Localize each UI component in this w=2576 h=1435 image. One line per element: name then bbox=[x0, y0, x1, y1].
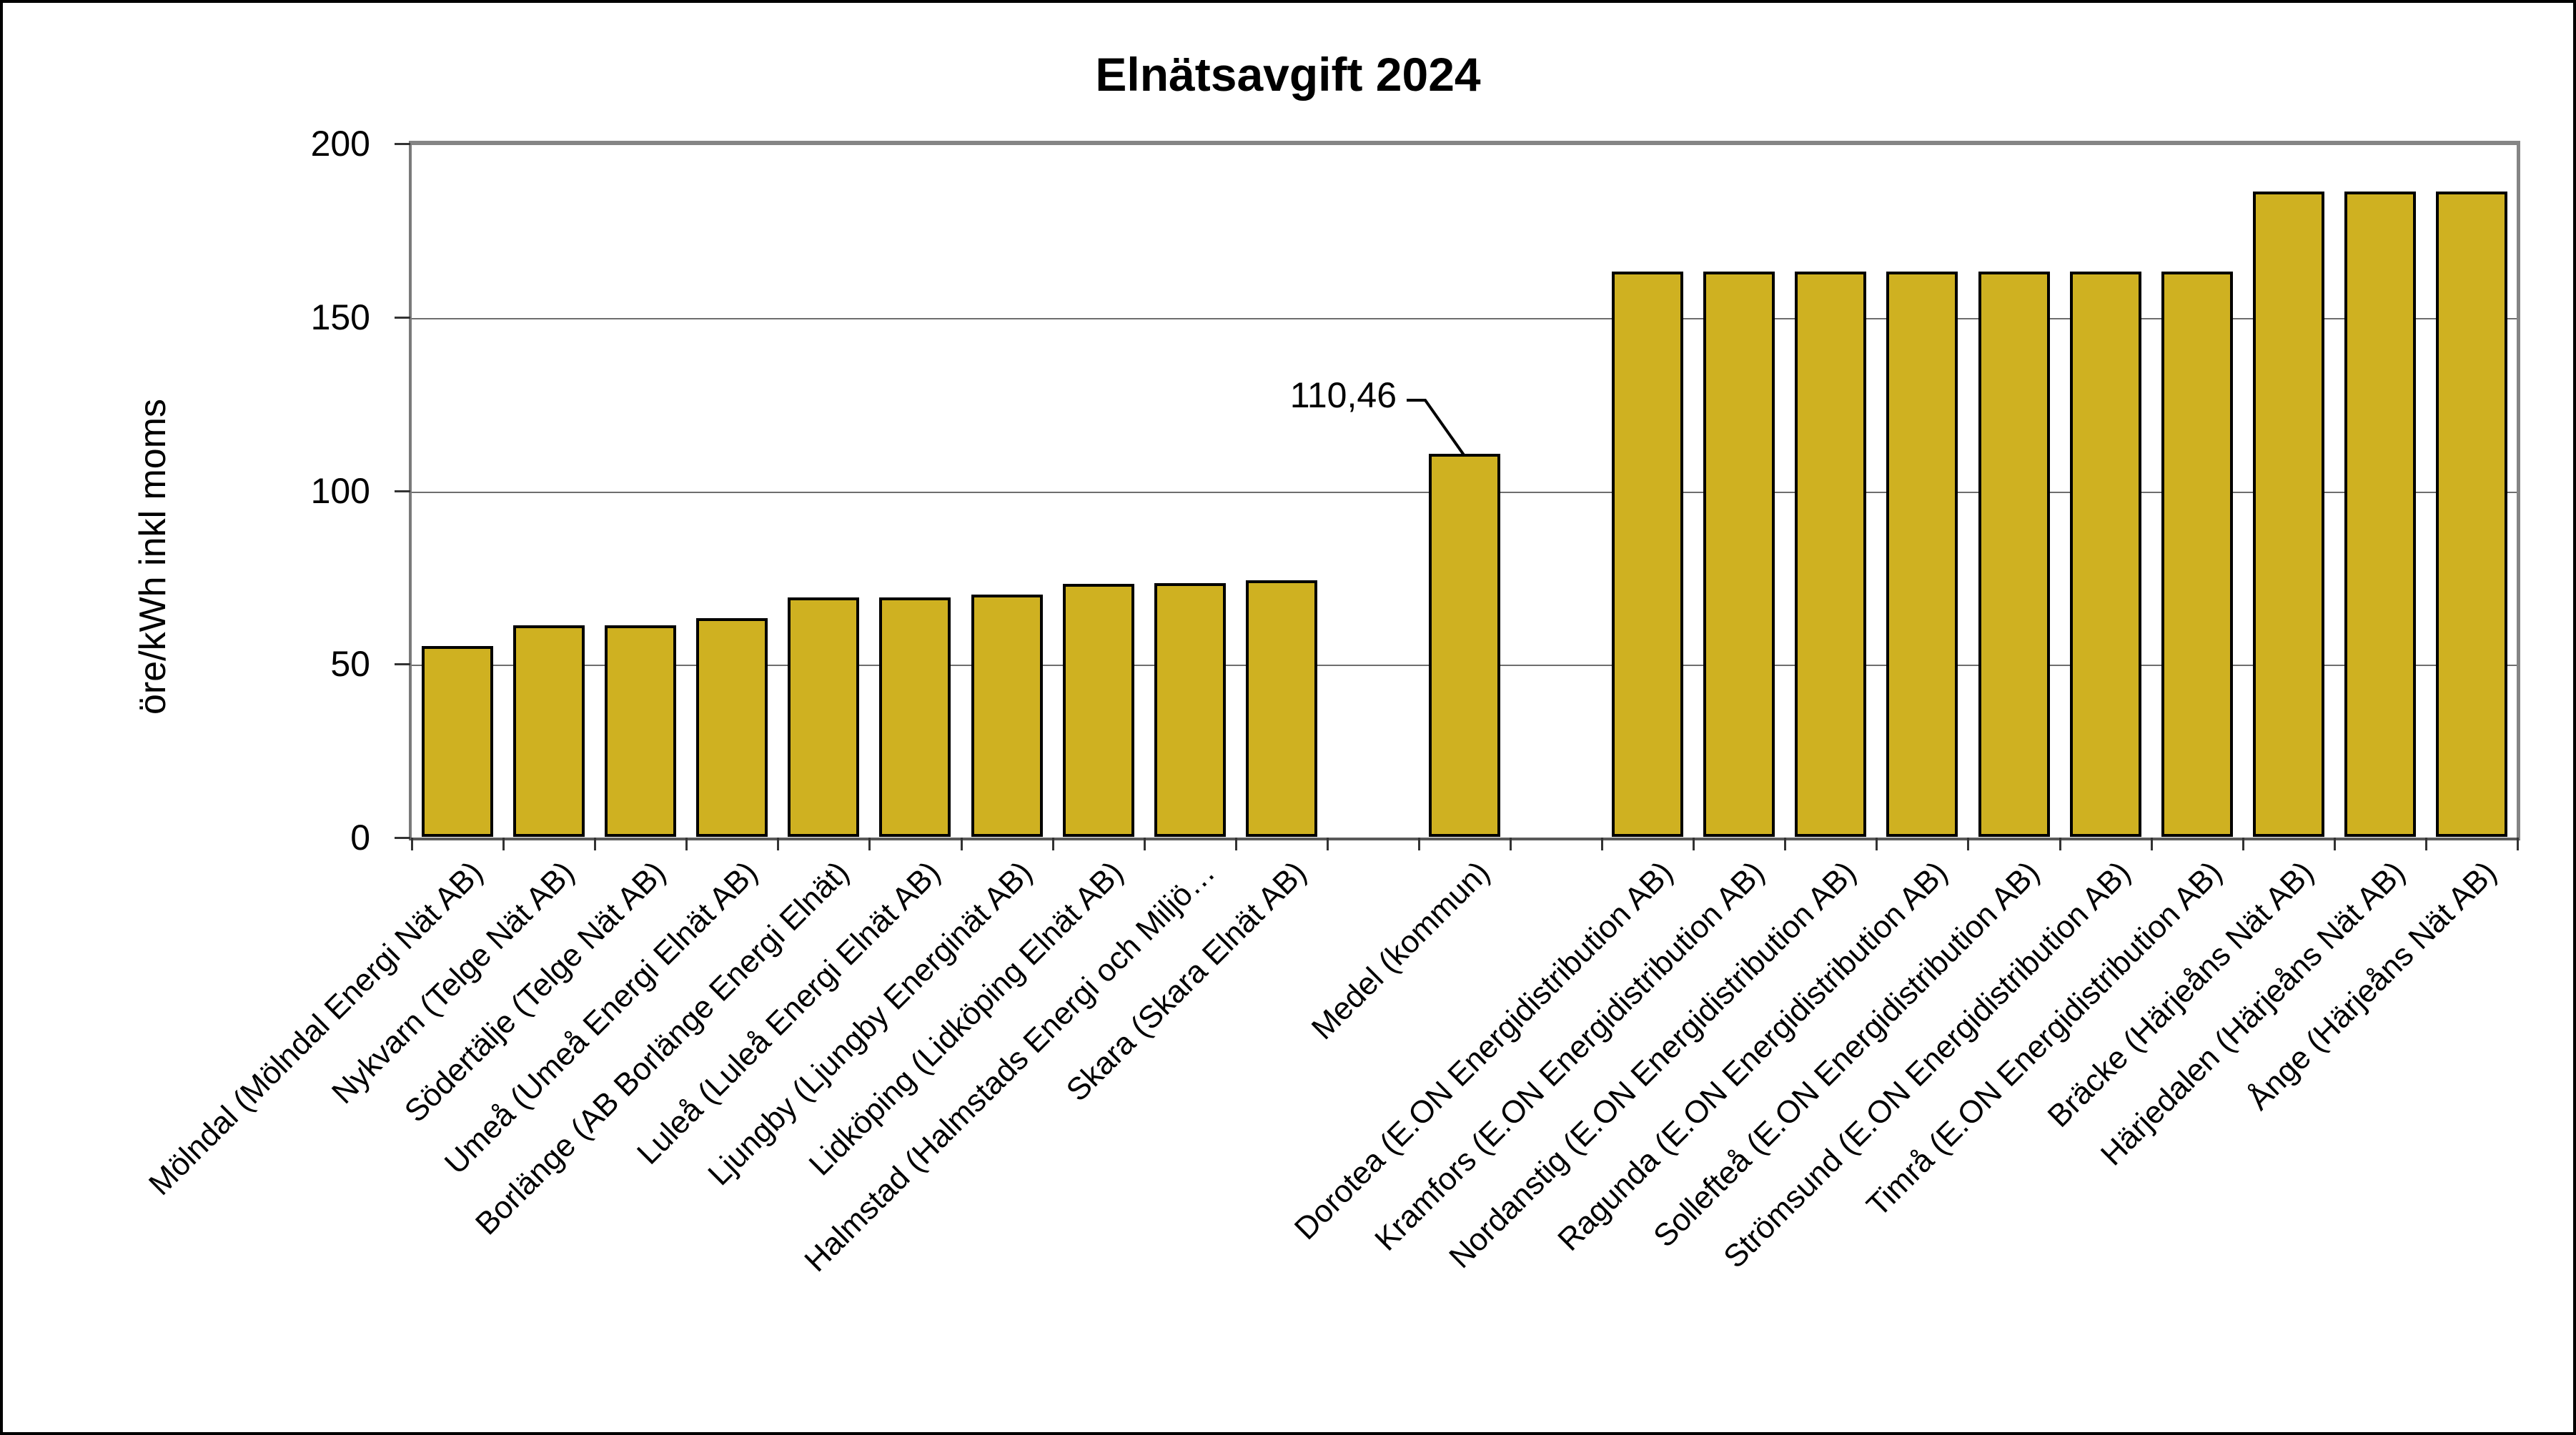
y-tick bbox=[395, 837, 410, 839]
bar bbox=[788, 597, 860, 837]
x-tick bbox=[1876, 838, 1878, 850]
y-tick-label: 0 bbox=[350, 818, 370, 858]
x-tick bbox=[1784, 838, 1787, 850]
bar bbox=[696, 618, 768, 837]
plot-area bbox=[409, 141, 2520, 840]
x-tick bbox=[2424, 838, 2427, 850]
x-tick bbox=[777, 838, 780, 850]
bar bbox=[2435, 191, 2507, 837]
data-label-annotation: 110,46 bbox=[1289, 375, 1397, 415]
bar bbox=[2069, 272, 2141, 837]
x-category-label: Mölndal (Mölndal Energi Nät AB) bbox=[142, 855, 490, 1203]
x-tick bbox=[1143, 838, 1146, 850]
bar bbox=[2161, 272, 2233, 837]
x-tick bbox=[411, 838, 413, 850]
y-tick bbox=[395, 316, 410, 319]
bar bbox=[1062, 584, 1134, 837]
bar bbox=[971, 595, 1043, 837]
bar bbox=[1154, 583, 1226, 837]
x-category-label: Medel (kommun) bbox=[1304, 855, 1497, 1047]
y-tick bbox=[395, 490, 410, 492]
bar bbox=[1703, 272, 1775, 837]
x-tick bbox=[2241, 838, 2244, 850]
y-tick-label: 50 bbox=[330, 644, 370, 685]
bar bbox=[1795, 272, 1867, 837]
x-tick bbox=[868, 838, 871, 850]
x-tick bbox=[1510, 838, 1512, 850]
bar bbox=[2252, 191, 2324, 837]
x-tick bbox=[1051, 838, 1054, 850]
bar bbox=[879, 597, 951, 837]
bar bbox=[605, 625, 677, 837]
x-tick bbox=[2059, 838, 2061, 850]
x-tick bbox=[2517, 838, 2519, 850]
bar bbox=[1978, 272, 2050, 837]
y-tick bbox=[395, 663, 410, 666]
x-tick bbox=[685, 838, 688, 850]
bar bbox=[513, 625, 585, 837]
bar bbox=[1612, 272, 1684, 837]
x-tick bbox=[1417, 838, 1420, 850]
y-tick bbox=[395, 143, 410, 145]
x-tick bbox=[594, 838, 597, 850]
bar bbox=[1245, 580, 1317, 837]
bar bbox=[2344, 191, 2416, 837]
x-tick bbox=[1234, 838, 1237, 850]
y-tick-label: 100 bbox=[310, 470, 370, 511]
x-tick bbox=[1326, 838, 1329, 850]
bar bbox=[422, 645, 494, 837]
y-tick-label: 150 bbox=[310, 297, 370, 337]
x-tick bbox=[502, 838, 505, 850]
x-tick bbox=[1601, 838, 1604, 850]
chart-title: Elnätsavgift 2024 bbox=[1095, 48, 1481, 101]
y-tick-label: 200 bbox=[310, 124, 370, 164]
x-tick bbox=[1693, 838, 1695, 850]
x-tick bbox=[2333, 838, 2336, 850]
x-tick bbox=[1967, 838, 1970, 850]
bar bbox=[1886, 272, 1958, 837]
x-tick bbox=[960, 838, 963, 850]
bar bbox=[1429, 453, 1500, 837]
x-tick bbox=[2150, 838, 2153, 850]
gridline-150 bbox=[412, 317, 2517, 319]
y-axis-title: öre/kWh inkl moms bbox=[132, 398, 174, 715]
